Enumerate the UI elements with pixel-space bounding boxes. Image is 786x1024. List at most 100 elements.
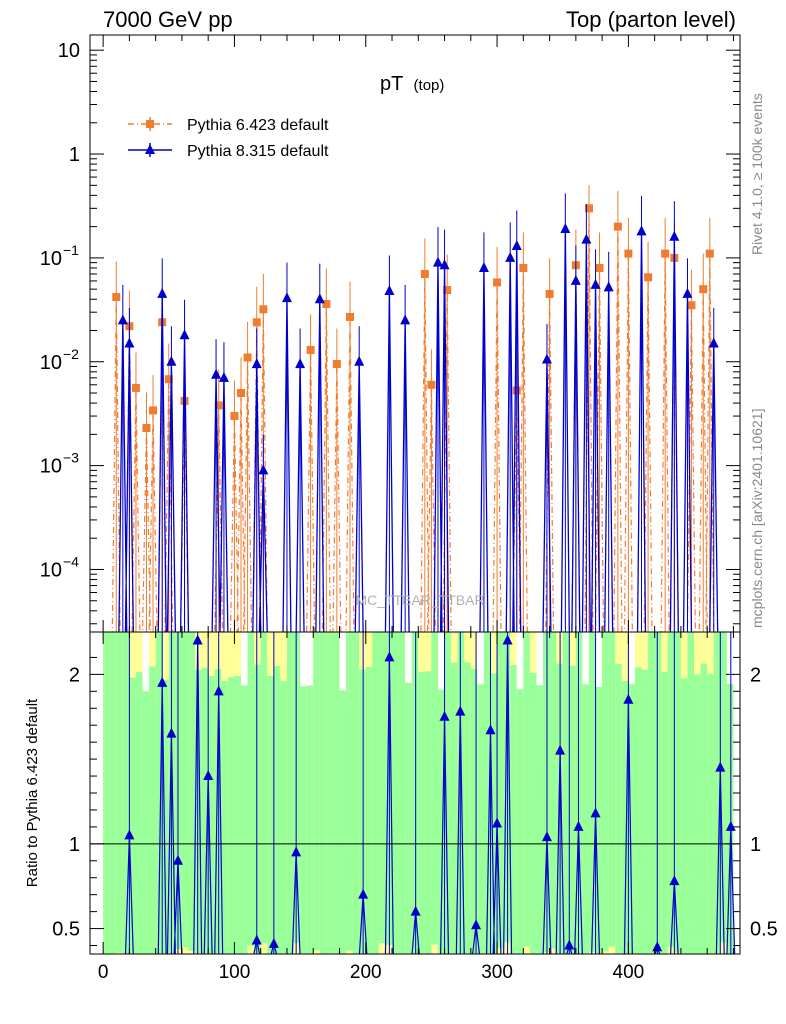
analysis-watermark: MC_TTBAR_TTBAR: [355, 592, 484, 608]
pythia8-data-point: [354, 355, 365, 366]
ratio-data-point: [485, 724, 496, 735]
ratio-band-green: [392, 632, 399, 954]
ratio-band-green: [713, 632, 721, 954]
pythia6-data-point: [699, 285, 708, 294]
pythia6-data-point: [332, 360, 341, 369]
pythia8-data-point: [281, 292, 292, 303]
ratio-band-green: [694, 674, 701, 954]
y-tick-label-main: 10: [40, 559, 62, 581]
ratio-data-point: [492, 817, 503, 828]
ratio-band-green: [221, 680, 228, 954]
ratio-band-green: [234, 676, 242, 954]
pythia6-data-point: [661, 249, 670, 258]
ratio-band-green: [188, 632, 196, 951]
y-tick-label-main-exponent: −4: [63, 553, 79, 569]
ratio-band-green: [241, 685, 248, 954]
y-tick-label-main-exponent: −3: [63, 450, 79, 466]
legend-marker-pythia6: [146, 120, 154, 128]
ratio-data-point: [564, 939, 575, 950]
ratio-band-green: [490, 673, 498, 954]
pythia8-data-point: [179, 329, 190, 340]
y-tick-label-main: 1: [69, 144, 80, 166]
ratio-band-green: [254, 664, 261, 954]
ratio-band-green: [332, 632, 340, 954]
ratio-band-green: [562, 632, 570, 954]
ratio-data-point: [590, 807, 601, 818]
pythia8-data-point: [560, 222, 571, 233]
pythia8-data-point: [258, 464, 269, 475]
y-tick-label-ratio-right: 1: [750, 834, 761, 856]
ratio-band-green: [667, 632, 675, 947]
ratio-band-green: [227, 677, 235, 954]
ratio-band-green: [503, 632, 511, 943]
ratio-band-green: [431, 632, 438, 945]
ratio-band-green: [372, 632, 379, 954]
ratio-band-green: [129, 677, 136, 954]
ratio-band-green: [477, 684, 484, 954]
ratio-y-axis-label: Ratio to Pythia 6.423 default: [24, 698, 41, 887]
legend: Pythia 6.423 default Pythia 8.315 defaul…: [128, 117, 329, 160]
ratio-data-point: [213, 685, 224, 696]
ratio-band-green: [497, 632, 504, 948]
ratio-data-point: [358, 888, 369, 899]
x-tick-label: 100: [219, 962, 251, 983]
chart-title: pT (top): [380, 73, 444, 95]
mcplots-site-label: mcplots.cern.ch [arXiv:2401.10621]: [749, 409, 765, 628]
ratio-data-point: [157, 676, 168, 687]
pythia8-data-point: [218, 371, 229, 382]
ratio-band-green: [621, 681, 629, 954]
ratio-data-point: [291, 846, 302, 857]
pythia8-data-point: [251, 358, 262, 369]
pythia8-data-point: [590, 278, 601, 289]
ratio-band-green: [286, 632, 294, 954]
ratio-band-green: [201, 667, 209, 954]
pythia8-data-point: [682, 287, 693, 298]
energy-label: 7000 GeV pp: [103, 7, 233, 32]
x-tick-label: 400: [613, 962, 645, 983]
process-label: Top (parton level): [566, 7, 736, 32]
x-tick-label: 300: [481, 962, 513, 983]
ratio-band-green: [437, 689, 445, 954]
ratio-band-green: [175, 632, 182, 949]
pythia8-data-point: [439, 259, 450, 270]
ratio-band-green: [273, 666, 281, 954]
ratio-band-green: [109, 632, 117, 954]
ratio-band-green: [700, 663, 708, 954]
ratio-data-point: [541, 831, 552, 842]
pythia6-data-point: [427, 380, 436, 389]
ratio-uncertainty-bands: [103, 632, 734, 954]
pythia8-data-point: [157, 287, 168, 298]
y-tick-label-ratio: 0.5: [52, 919, 80, 941]
ratio-band-green: [398, 632, 406, 954]
pythia6-data-point: [644, 273, 653, 282]
pythia6-data-point: [493, 278, 502, 287]
ratio-data-point: [455, 705, 466, 716]
ratio-data-point: [251, 934, 262, 945]
y-tick-label-main: 10: [40, 456, 62, 478]
pythia6-data-point: [112, 293, 121, 302]
ratio-data-point: [124, 829, 135, 840]
ratio-band-green: [608, 632, 616, 947]
y-tick-label-ratio-right: 2: [750, 664, 761, 686]
ratio-band-green: [267, 675, 274, 954]
ratio-band-green: [726, 684, 734, 954]
y-tick-label-main-exponent: −1: [63, 242, 79, 258]
ratio-series-layer: [124, 632, 736, 954]
chart-title-main: pT: [380, 73, 403, 95]
pythia6-data-point: [595, 263, 604, 272]
x-tick-label: 0: [98, 962, 109, 983]
pythia6-data-point: [131, 383, 140, 392]
ratio-band-green: [405, 682, 412, 954]
ratio-band-green: [181, 632, 189, 948]
pythia8-data-point: [117, 314, 128, 325]
pythia8-data-point: [541, 353, 552, 364]
pythia8-data-point: [478, 261, 489, 272]
y-tick-label-main-exponent: −2: [63, 346, 79, 362]
pythia8-data-point: [124, 337, 135, 348]
y-tick-label-ratio: 1: [69, 834, 80, 856]
pythia6-data-point: [142, 424, 151, 433]
ratio-band-green: [674, 632, 681, 953]
ratio-band-green: [162, 679, 169, 954]
